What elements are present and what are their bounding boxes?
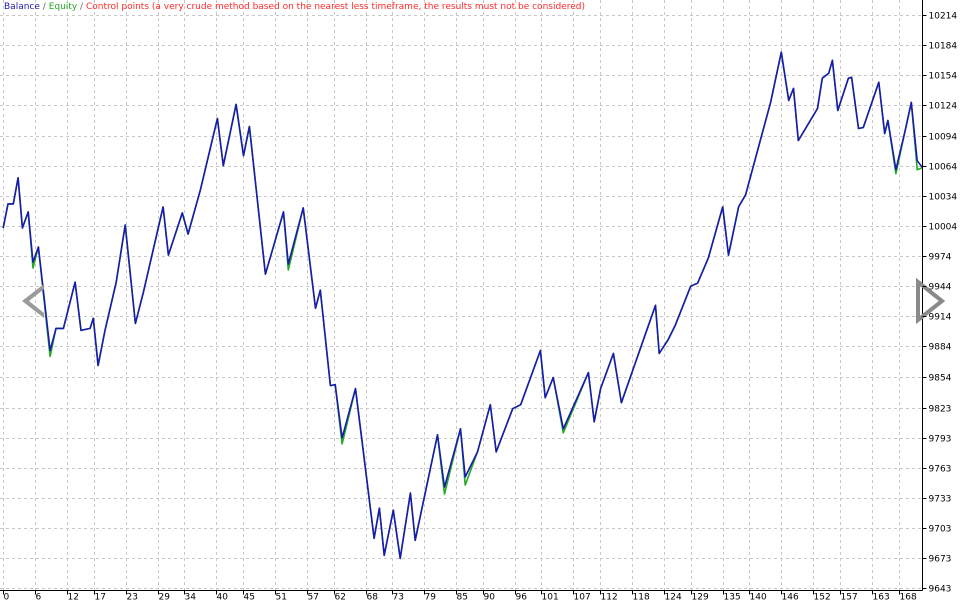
x-tick-label: 12 — [68, 593, 79, 602]
y-tick-label: 9763 — [929, 465, 952, 475]
y-tick-label: 9823 — [929, 405, 952, 415]
x-tick-label: 68 — [367, 593, 379, 602]
y-tick-label: 9673 — [929, 555, 952, 565]
y-tick-label: 9944 — [929, 283, 952, 293]
y-tick-label: 10124 — [929, 102, 958, 112]
legend-control-points: Control points (a very crude method base… — [86, 2, 585, 12]
x-tick-label: 96 — [516, 593, 528, 602]
y-tick-label: 10214 — [929, 12, 958, 22]
y-tick-label: 9733 — [929, 495, 952, 505]
y-tick-label: 10004 — [929, 223, 958, 233]
x-tick-label: 40 — [217, 593, 229, 602]
legend-balance: Balance — [4, 2, 40, 12]
scroll-left-arrow[interactable] — [22, 284, 44, 318]
x-tick-label: 79 — [425, 593, 437, 602]
x-tick-label: 73 — [393, 593, 404, 602]
y-tick-label: 9914 — [929, 313, 952, 323]
legend-separator: / — [80, 2, 84, 12]
x-tick-label: 85 — [457, 593, 468, 602]
y-tick-label: 9643 — [929, 585, 952, 595]
x-tick-label: 157 — [841, 593, 858, 602]
x-tick-label: 146 — [782, 593, 799, 602]
x-tick-label: 0 — [4, 593, 10, 602]
x-tick-label: 163 — [873, 593, 890, 602]
y-tick-label: 10064 — [929, 163, 958, 173]
x-tick-label: 6 — [36, 593, 42, 602]
y-tick-label: 9974 — [929, 253, 952, 263]
x-tick-label: 118 — [633, 593, 650, 602]
x-tick-label: 107 — [574, 593, 591, 602]
x-tick-label: 34 — [185, 593, 197, 602]
scroll-right-arrow[interactable] — [916, 277, 946, 325]
grid — [0, 0, 923, 591]
y-tick-label: 10094 — [929, 133, 958, 143]
plot — [2, 51, 924, 560]
y-tick-label: 10184 — [929, 42, 958, 52]
x-tick-label: 112 — [601, 593, 618, 602]
x-tick-label: 129 — [692, 593, 709, 602]
x-tick-label: 152 — [814, 593, 831, 602]
x-tick-label: 62 — [335, 593, 346, 602]
y-tick-label: 10154 — [929, 72, 958, 82]
x-tick-label: 51 — [276, 593, 287, 602]
x-tick-label: 135 — [724, 593, 741, 602]
y-tick-label: 9884 — [929, 343, 952, 353]
x-tick-label: 23 — [127, 593, 138, 602]
x-tick-label: 29 — [159, 593, 171, 602]
x-tick-label: 124 — [665, 593, 682, 602]
x-tick-label: 101 — [542, 593, 559, 602]
y-tick-label: 9793 — [929, 435, 952, 445]
x-tick-label: 90 — [484, 593, 496, 602]
y-tick-label: 10034 — [929, 193, 958, 203]
y-tick-label: 9854 — [929, 374, 952, 384]
x-tick-label: 168 — [900, 593, 917, 602]
x-tick-label: 17 — [95, 593, 106, 602]
legend: Balance / Equity / Control points (a ver… — [4, 2, 585, 12]
series-line — [2, 51, 924, 560]
x-tick-label: 57 — [308, 593, 319, 602]
legend-separator: / — [43, 2, 47, 12]
x-tick-label: 140 — [750, 593, 767, 602]
y-tick-label: 9703 — [929, 525, 952, 535]
legend-equity: Equity — [49, 2, 78, 12]
x-tick-label: 45 — [244, 593, 255, 602]
